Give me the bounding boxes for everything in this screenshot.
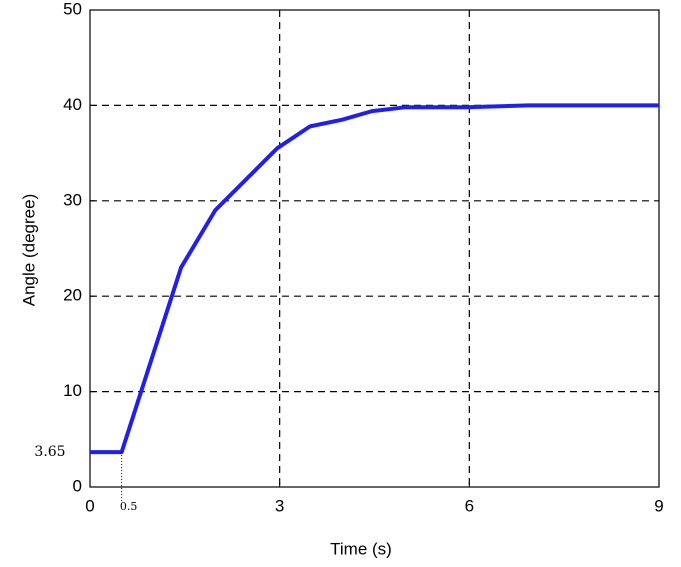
data-line: [90, 103, 659, 455]
x-axis-label: Time (s): [330, 539, 392, 558]
annotation: 3.65: [34, 444, 65, 460]
annotation: 0.5: [120, 500, 138, 513]
x-tick-label: 3: [275, 496, 284, 515]
y-tick-label: 30: [63, 190, 82, 209]
x-tick-label: 9: [654, 496, 663, 515]
y-tick-label: 20: [63, 286, 82, 305]
x-tick-label: 0: [85, 496, 94, 515]
plot-frame: [89, 9, 660, 488]
x-tick-label: 6: [465, 496, 474, 515]
y-tick-label: 40: [63, 95, 82, 114]
y-tick-label: 0: [73, 476, 82, 495]
y-tick-label: 10: [63, 381, 82, 400]
y-axis-label: Angle (degree): [19, 194, 38, 306]
y-tick-label: 50: [63, 0, 82, 18]
